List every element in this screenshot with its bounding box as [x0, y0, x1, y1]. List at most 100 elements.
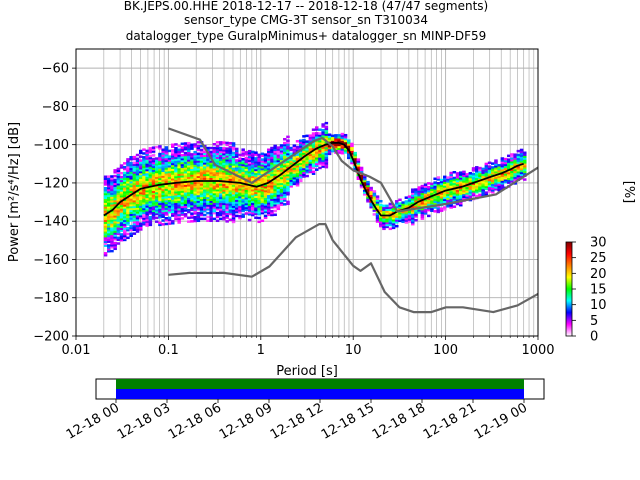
heatmap-cell: [411, 220, 415, 224]
heatmap-cell: [113, 236, 117, 239]
heatmap-cell: [308, 157, 313, 160]
heatmap-cell: [228, 195, 233, 199]
heatmap-cell: [279, 163, 284, 166]
heatmap-cell: [273, 202, 277, 205]
heatmap-cell: [433, 198, 437, 202]
heatmap-cell: [190, 214, 194, 217]
heatmap-cell: [337, 149, 341, 152]
heatmap-cell: [343, 143, 348, 147]
heatmap-cell: [126, 215, 130, 219]
heatmap-cell: [366, 184, 370, 188]
heatmap-cell: [465, 196, 469, 199]
heatmap-cell: [145, 163, 149, 166]
heatmap-cell: [395, 203, 399, 207]
heatmap-cell: [187, 166, 191, 170]
heatmap-cell: [190, 202, 194, 206]
heatmap-cell: [270, 152, 274, 156]
heatmap-cell: [113, 234, 117, 237]
heatmap-cell: [289, 175, 293, 178]
heatmap-cell: [279, 167, 284, 170]
heatmap-cell: [151, 146, 156, 149]
heatmap-cell: [235, 191, 239, 195]
heatmap-cell: [449, 198, 453, 202]
heatmap-cell: [119, 235, 124, 238]
heatmap-cell: [439, 196, 444, 199]
heatmap-cell: [251, 211, 255, 215]
heatmap-cell: [334, 147, 338, 151]
heatmap-cell: [183, 151, 188, 155]
heatmap-cell: [119, 164, 124, 167]
heatmap-cell: [110, 205, 114, 209]
heatmap-cell: [382, 216, 386, 219]
timeline-tick-label: 12-18 03: [115, 400, 173, 442]
heatmap-cell: [327, 133, 332, 136]
heatmap-cell: [119, 193, 124, 196]
heatmap-cell: [203, 175, 207, 179]
heatmap-cell: [292, 176, 297, 180]
heatmap-cell: [359, 166, 364, 170]
heatmap-cell: [206, 169, 210, 173]
heatmap-cell: [449, 200, 453, 203]
heatmap-cell: [270, 209, 274, 213]
heatmap-cell: [439, 184, 444, 188]
heatmap-cell: [206, 175, 210, 179]
heatmap-cell: [129, 211, 133, 215]
heatmap-cell: [161, 188, 165, 192]
heatmap-cell: [299, 145, 303, 148]
heatmap-cell: [110, 177, 114, 180]
heatmap-cell: [142, 157, 146, 161]
heatmap-cell: [180, 142, 185, 146]
heatmap-cell: [171, 187, 175, 191]
heatmap-cell: [465, 173, 469, 176]
heatmap-cell: [286, 200, 290, 204]
heatmap-cell: [251, 152, 255, 156]
heatmap-cell: [116, 211, 121, 215]
heatmap-cell: [430, 184, 434, 188]
heatmap-cell: [135, 203, 140, 207]
heatmap-cell: [462, 189, 466, 193]
heatmap-cell: [439, 194, 444, 197]
heatmap-cell: [503, 171, 508, 174]
heatmap-cell: [411, 201, 415, 205]
heatmap-cell: [187, 185, 191, 189]
heatmap-cell: [484, 172, 489, 175]
heatmap-cell: [209, 167, 213, 171]
heatmap-cell: [452, 192, 457, 195]
heatmap-cell: [500, 157, 505, 160]
heatmap-cell: [267, 192, 271, 196]
heatmap-cell: [414, 205, 418, 209]
heatmap-cell: [145, 187, 149, 191]
heatmap-cell: [158, 192, 162, 196]
heatmap-cell: [107, 194, 111, 198]
heatmap-cell: [193, 212, 197, 215]
heatmap-cell: [219, 211, 223, 215]
heatmap-cell: [212, 192, 217, 196]
heatmap-cell: [206, 177, 210, 180]
heatmap-cell: [244, 152, 249, 156]
heatmap-cell: [209, 152, 213, 156]
heatmap-cell: [449, 175, 453, 179]
heatmap-cell: [174, 187, 178, 190]
heatmap-cell: [305, 134, 309, 138]
heatmap-cell: [103, 221, 108, 224]
heatmap-cell: [417, 193, 421, 197]
heatmap-cell: [398, 215, 402, 219]
heatmap-cell: [158, 212, 162, 215]
heatmap-cell: [171, 158, 175, 162]
heatmap-cell: [257, 159, 261, 162]
heatmap-cell: [516, 155, 521, 159]
heatmap-cell: [247, 192, 252, 195]
heatmap-cell: [123, 185, 127, 188]
heatmap-cell: [292, 161, 297, 165]
heatmap-cell: [203, 171, 207, 175]
heatmap-cell: [123, 179, 127, 182]
heatmap-cell: [148, 217, 153, 221]
heatmap-cell: [311, 162, 316, 166]
heatmap-cell: [276, 155, 281, 159]
heatmap-cell: [187, 170, 191, 174]
heatmap-cell: [247, 197, 252, 201]
heatmap-cell: [331, 138, 335, 141]
heatmap-cell: [491, 185, 495, 188]
heatmap-cell: [148, 166, 153, 169]
heatmap-cell: [270, 194, 274, 198]
